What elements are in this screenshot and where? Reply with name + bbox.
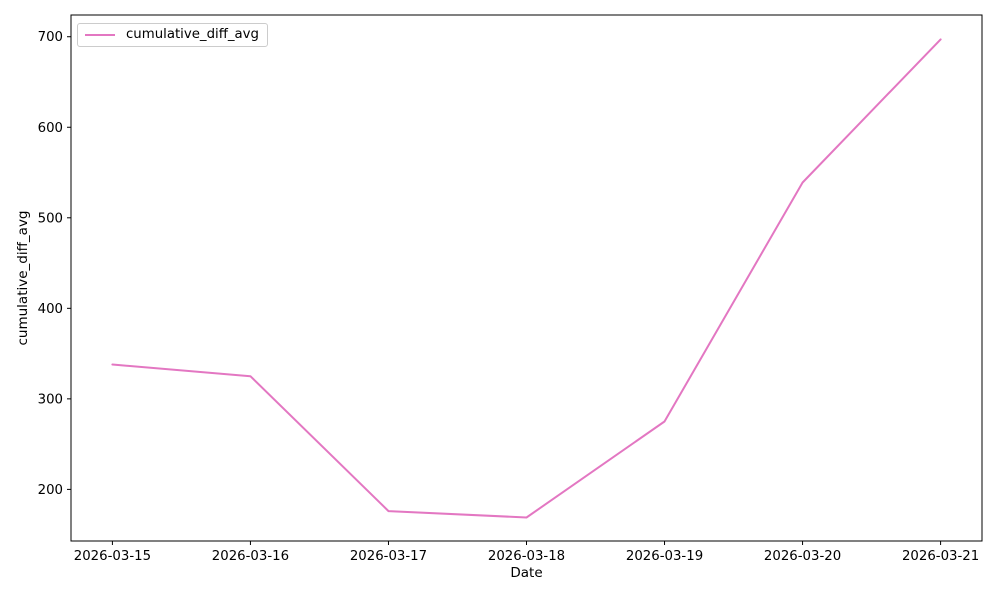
y-tick-label: 700 bbox=[38, 30, 63, 45]
x-axis-label: Date bbox=[510, 565, 543, 581]
y-tick-label: 400 bbox=[38, 302, 63, 317]
legend-label: cumulative_diff_avg bbox=[126, 26, 259, 42]
x-tick-label: 2026-03-17 bbox=[350, 549, 427, 564]
x-tick-label: 2026-03-19 bbox=[626, 549, 703, 564]
y-axis-label: cumulative_diff_avg bbox=[15, 210, 31, 346]
y-tick-label: 200 bbox=[38, 483, 63, 498]
legend[interactable]: cumulative_diff_avg bbox=[77, 23, 268, 47]
data-line-cumulative_diff_avg bbox=[111, 38, 942, 519]
x-tick-label: 2026-03-18 bbox=[488, 549, 565, 564]
x-tick-label: 2026-03-16 bbox=[212, 549, 289, 564]
y-tick-label: 300 bbox=[38, 392, 63, 407]
x-tick-label: 2026-03-15 bbox=[74, 549, 151, 564]
y-tick-label: 600 bbox=[38, 121, 63, 136]
legend-line-sample bbox=[85, 34, 115, 36]
x-tick-label: 2026-03-20 bbox=[764, 549, 841, 564]
plot-frame bbox=[70, 14, 983, 542]
x-tick-label: 2026-03-21 bbox=[902, 549, 979, 564]
y-tick-label: 500 bbox=[38, 211, 63, 226]
